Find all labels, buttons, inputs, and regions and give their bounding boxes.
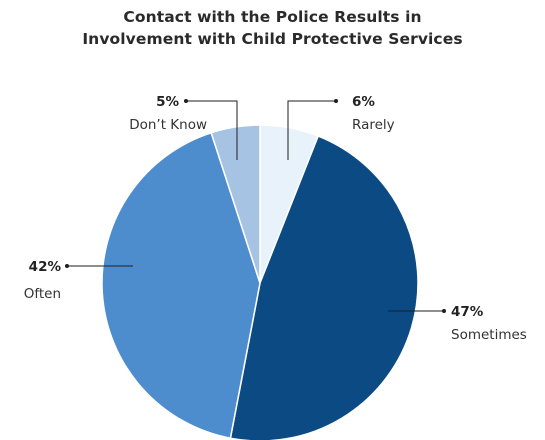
leader-dot-don-t-know [184,99,188,103]
data-label-name-sometimes: Sometimes [451,327,527,343]
leader-dot-sometimes [442,309,446,313]
label-group-often: 42% Often [24,259,133,302]
pie-slice-sometimes [229,135,419,440]
chart-title-line-2: Involvement with Child Protective Servic… [82,30,463,48]
chart-title: Contact with the Police Results in Invol… [0,6,545,50]
data-label-name-rarely: Rarely [352,117,395,133]
pie-slice-don-t-know [210,124,261,284]
chart-title-line-1: Contact with the Police Results in [123,8,422,26]
pie-slice-often [101,131,261,440]
label-group-rarely: 6% Rarely [287,94,395,160]
label-group-sometimes: 47% Sometimes [388,304,527,343]
data-label-name-often: Often [24,286,61,302]
data-label-value-don-t-know: 5% [156,94,179,110]
data-label-name-don-t-know: Don’t Know [129,117,207,133]
leader-line-don-t-know [186,100,238,160]
data-label-value-often: 42% [29,259,62,275]
data-label-value-sometimes: 47% [451,304,484,320]
leader-dot-often [65,264,69,268]
data-label-value-rarely: 6% [352,94,375,110]
label-group-don-t-know: 5% Don’t Know [129,94,238,160]
leader-dot-rarely [334,99,338,103]
leader-line-rarely [287,100,336,160]
